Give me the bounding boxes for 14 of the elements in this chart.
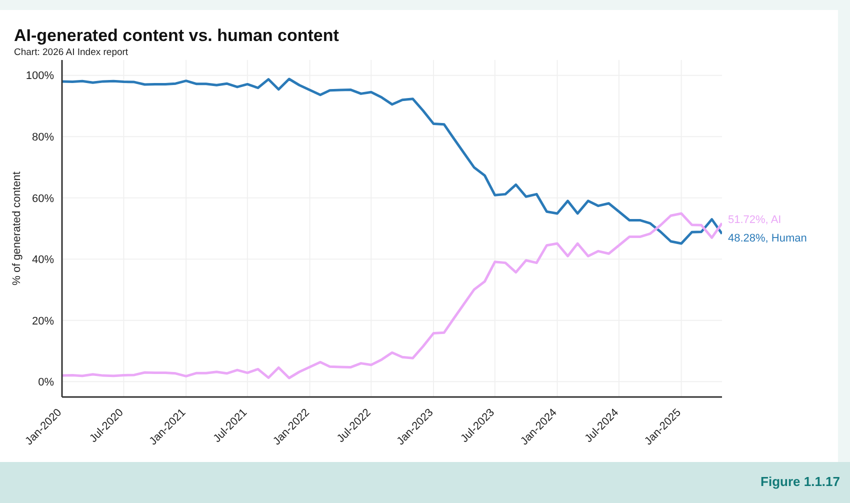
chart-title: AI-generated content vs. human content [14, 26, 339, 46]
line-series [62, 78, 722, 245]
chart-subtitle: Chart: 2026 AI Index report [14, 47, 128, 58]
y-tick-label: 100% [26, 70, 54, 82]
text: 51.72%, AI [728, 214, 782, 226]
y-tick-label: 40% [32, 254, 54, 266]
y-tick-label: 0% [38, 376, 54, 389]
y-tick-label: 20% [32, 315, 54, 328]
line-series [62, 212, 722, 380]
text: 48.28%, Human [728, 232, 807, 245]
y-tick-label: 80% [32, 131, 54, 144]
caption: Figure 1.1.17 [760, 474, 840, 489]
y-tick-label: 60% [32, 192, 54, 205]
y-axis-title: % of generated content [10, 172, 23, 286]
